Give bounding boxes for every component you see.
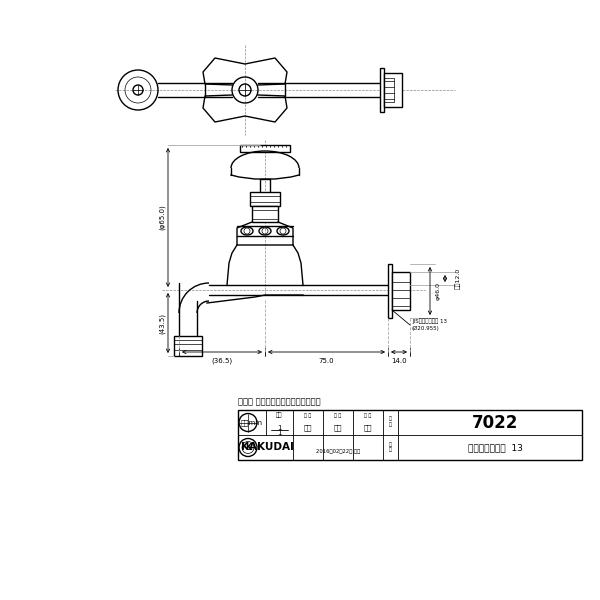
Text: 単位mm: 単位mm (241, 419, 263, 426)
Bar (384, 73, 402, 107)
Text: 内径12.0: 内径12.0 (455, 268, 461, 289)
Text: (φ65.0): (φ65.0) (159, 205, 165, 230)
Bar (392, 272, 410, 310)
Text: 検 図: 検 図 (334, 413, 341, 418)
Text: 75.0: 75.0 (319, 358, 334, 364)
Text: 14.0: 14.0 (391, 358, 407, 364)
Polygon shape (237, 222, 293, 245)
Text: 注：（ ）内寸法は参考寸法である。: 注：（ ）内寸法は参考寸法である。 (238, 397, 320, 407)
Text: φ46.0: φ46.0 (436, 282, 441, 300)
Bar (380, 68, 384, 112)
Bar (174, 336, 202, 356)
Text: JIS管水栓平ねじ 13: JIS管水栓平ねじ 13 (412, 318, 447, 324)
Bar (240, 145, 290, 152)
Text: (Ø20.955): (Ø20.955) (412, 325, 440, 331)
Bar (250, 192, 280, 206)
Text: (36.5): (36.5) (211, 358, 233, 364)
Text: 尺度: 尺度 (276, 412, 283, 418)
Text: K: K (245, 443, 251, 452)
Bar (238, 410, 582, 460)
Text: 2016年02月22日 作成: 2016年02月22日 作成 (316, 449, 360, 454)
Text: 品
名: 品 名 (389, 442, 392, 452)
Text: 承 認: 承 認 (364, 413, 371, 418)
Text: 1: 1 (277, 430, 282, 436)
Text: 櫻井: 櫻井 (364, 425, 372, 431)
Bar (252, 206, 278, 222)
Text: 品
番: 品 番 (389, 416, 392, 427)
Bar (384, 78, 394, 102)
Bar (388, 264, 392, 318)
Text: (43.5): (43.5) (159, 313, 165, 334)
Text: KAKUDAI: KAKUDAI (241, 443, 294, 452)
Text: 濱地: 濱地 (304, 425, 312, 431)
Text: 小川: 小川 (334, 425, 342, 431)
Text: 1: 1 (277, 425, 282, 431)
Text: 製 図: 製 図 (304, 413, 311, 418)
Text: 泡沫胴長横水栓  13: 泡沫胴長横水栓 13 (467, 443, 523, 452)
Text: 7022: 7022 (472, 413, 518, 431)
